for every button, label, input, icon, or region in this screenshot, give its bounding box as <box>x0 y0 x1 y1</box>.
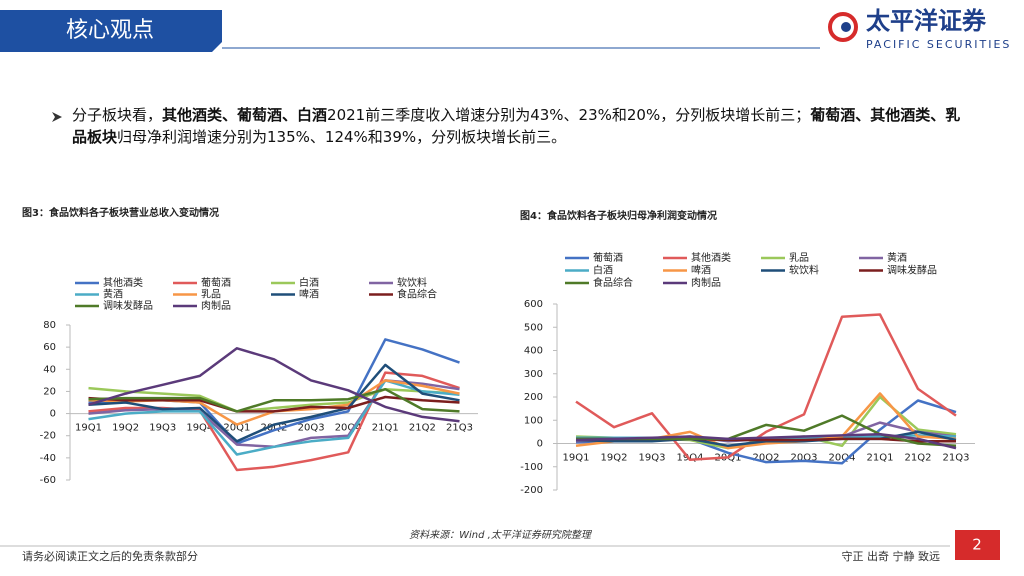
footer-motto: 守正 出奇 宁静 致远 <box>842 549 941 563</box>
legend-label: 食品综合 <box>593 276 633 289</box>
series-line <box>88 386 460 413</box>
x-tick-label: 19Q4 <box>186 423 213 434</box>
legend-label: 调味发酵品 <box>103 299 153 312</box>
chart-title: 图3：食品饮料各子板块营业总收入变动情况 <box>22 206 219 219</box>
x-tick-label: 21Q3 <box>943 453 970 464</box>
y-tick-label: 500 <box>524 322 543 333</box>
legend-label: 葡萄酒 <box>201 276 231 289</box>
y-tick-label: 60 <box>43 342 56 353</box>
legend-label: 软饮料 <box>789 264 819 277</box>
y-tick-label: 40 <box>43 364 56 375</box>
x-tick-label: 19Q2 <box>112 423 139 434</box>
x-tick-label: 19Q1 <box>563 453 590 464</box>
x-tick-label: 20Q3 <box>791 453 818 464</box>
series-line <box>575 313 957 462</box>
x-tick-label: 21Q3 <box>446 423 473 434</box>
y-tick-label: -40 <box>40 453 56 464</box>
x-tick-label: 21Q1 <box>372 423 399 434</box>
x-tick-label: 20Q2 <box>753 453 780 464</box>
logo-english: PACIFIC SECURITIES <box>866 38 1011 51</box>
x-tick-label: 20Q3 <box>298 423 325 434</box>
page-number: 2 <box>972 536 982 554</box>
legend-label: 食品综合 <box>397 288 437 301</box>
bullet-arrow <box>52 112 62 122</box>
legend-label: 其他酒类 <box>103 276 143 289</box>
legend-label: 白酒 <box>593 264 613 277</box>
legend-label: 白酒 <box>299 276 319 289</box>
x-tick-label: 19Q2 <box>601 453 628 464</box>
y-tick-label: 20 <box>43 386 56 397</box>
y-tick-label: 100 <box>524 415 543 426</box>
y-tick-label: 600 <box>524 299 543 310</box>
legend-label: 乳品 <box>201 288 221 301</box>
logo-icon <box>828 12 858 42</box>
legend-label: 软饮料 <box>397 276 427 289</box>
page-number-box <box>955 530 1000 560</box>
series-line <box>88 379 460 456</box>
y-tick-label: 0 <box>537 439 543 450</box>
logo-icon-core <box>841 22 851 32</box>
x-tick-label: 20Q4 <box>829 453 856 464</box>
logo-name: 太平洋证券 <box>866 7 987 35</box>
x-tick-label: 19Q3 <box>149 423 176 434</box>
y-tick-label: -200 <box>520 485 543 496</box>
legend-label: 黄酒 <box>103 288 123 301</box>
x-tick-label: 21Q1 <box>867 453 894 464</box>
y-tick-label: 80 <box>43 320 56 331</box>
x-tick-label: 21Q2 <box>905 453 932 464</box>
x-tick-label: 20Q2 <box>261 423 288 434</box>
x-tick-label: 20Q4 <box>335 423 362 434</box>
series-line <box>88 387 460 413</box>
legend-label: 啤酒 <box>691 265 711 277</box>
legend-label: 调味发酵品 <box>887 264 937 277</box>
bullet-segment: 2021前三季度收入增速分别为43%、23%和20%，分列板块增长前三； <box>327 106 811 124</box>
legend-label: 肉制品 <box>691 276 721 289</box>
y-tick-label: 200 <box>524 392 543 403</box>
bullet-text: 分子板块看，其他酒类、葡萄酒、白酒2021前三季度收入增速分别为43%、23%和… <box>72 104 972 148</box>
legend-label: 其他酒类 <box>691 251 731 264</box>
y-tick-label: 400 <box>524 346 543 357</box>
bullet-segment: 其他酒类、葡萄酒、白酒 <box>162 106 328 124</box>
title-banner <box>0 10 222 52</box>
legend-label: 黄酒 <box>887 251 907 264</box>
bullet-segment: 葡萄酒、其他酒类、乳品板块 <box>72 106 961 146</box>
x-tick-label: 20Q1 <box>223 423 250 434</box>
x-tick-label: 21Q2 <box>409 423 436 434</box>
series-line <box>88 363 460 443</box>
y-tick-label: 300 <box>524 369 543 380</box>
y-tick-label: -20 <box>40 431 56 442</box>
bullet-segment: 归母净利润增速分别为135%、124%和39%，分列板块增长前三。 <box>117 128 567 146</box>
legend-label: 葡萄酒 <box>593 251 623 264</box>
series-line <box>88 371 460 472</box>
legend-label: 乳品 <box>789 251 809 264</box>
bullet-segment: 分子板块看， <box>72 106 163 124</box>
y-tick-label: 0 <box>50 409 56 420</box>
series-line <box>88 347 460 423</box>
slide-title: 核心观点 <box>66 18 154 43</box>
chart-title: 图4：食品饮料各子板块归母净利润变动情况 <box>520 209 717 222</box>
series-line <box>88 395 460 413</box>
source-note: 资料来源：Wind ,太平洋证券研究院整理 <box>409 529 593 541</box>
series-line <box>575 432 957 450</box>
y-tick-label: -100 <box>520 462 543 473</box>
x-tick-label: 19Q1 <box>75 423 102 434</box>
y-tick-label: -60 <box>40 475 56 486</box>
legend-label: 肉制品 <box>201 299 231 312</box>
x-tick-label: 19Q3 <box>639 453 666 464</box>
footer-disclaimer: 请务必阅读正文之后的免责条款部分 <box>22 549 198 563</box>
legend-label: 啤酒 <box>299 289 319 301</box>
